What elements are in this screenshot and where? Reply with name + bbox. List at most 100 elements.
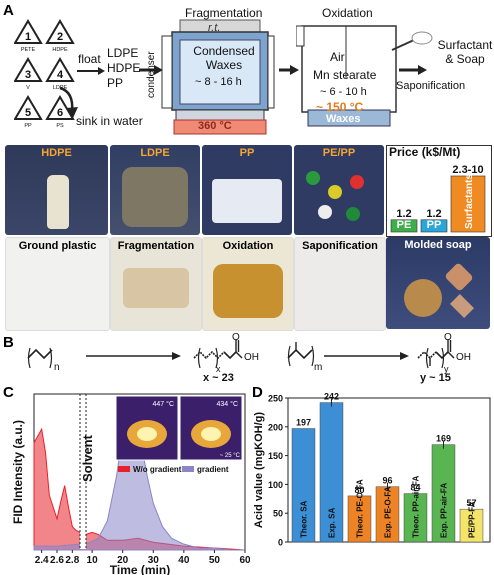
price-title: Price (k$/Mt) <box>389 145 461 159</box>
oh-group-2: OH <box>456 352 471 363</box>
air-label: Air <box>330 50 345 64</box>
photo-pe-pp-caption: PE/PP <box>322 147 356 159</box>
y-tick-label: 0 <box>278 538 283 548</box>
recycle-code-number: 4 <box>57 69 64 81</box>
recycle-code-name: HDPE <box>52 47 68 53</box>
x-equation: x ~ 23 <box>203 372 234 384</box>
y-tick-label: 150 <box>268 451 283 461</box>
frag-temp: 360 °C <box>198 120 232 132</box>
gc-chart: Solvent 2.4 2.6 2.8 10 20 30 40 50 60 Time (min) FI… <box>11 393 250 575</box>
o-atom-1: O <box>232 332 240 343</box>
waxes-label: Waxes <box>326 113 361 125</box>
float-item-pp: PP <box>107 76 124 90</box>
photo-oxidation: Oxidation <box>202 237 294 331</box>
recycle-code-name: V <box>26 85 30 91</box>
x-tick-label: 2.4 <box>35 555 49 566</box>
photo-molded-soap-caption: Molded soap <box>404 239 472 251</box>
y-tick-label: 200 <box>268 422 283 432</box>
float-items: LDPE HDPE PP <box>107 46 140 91</box>
x-tick-label: 2.8 <box>65 555 79 566</box>
photo-saponification-caption: Saponification <box>302 240 378 252</box>
photo-oxidation-caption: Oxidation <box>222 240 274 252</box>
recycle-code-number: 5 <box>25 107 31 119</box>
x-tick-label: 60 <box>239 555 250 566</box>
acid-bar <box>459 508 484 543</box>
price-bar <box>390 219 418 233</box>
price-name-label: PE <box>397 219 412 231</box>
y-tick-label: 100 <box>268 480 283 490</box>
price-bar <box>420 219 448 233</box>
oxidation-title: Oxidation <box>322 6 373 20</box>
reaction-scheme <box>27 340 455 369</box>
y-axis-label: FID Intensity (a.u.) <box>11 420 25 524</box>
sub-y: y <box>444 364 449 374</box>
surfactant-label: Surfactant & Soap <box>437 38 493 66</box>
acid-bar <box>347 495 372 543</box>
sub-m: m <box>314 362 323 373</box>
x-tick-label: 50 <box>209 555 221 566</box>
recycle-code-number: 3 <box>25 69 31 81</box>
price-name-label: PP <box>427 219 442 231</box>
recycle-code-name: PP <box>24 123 32 129</box>
legend-label: gradient <box>197 465 229 474</box>
sink-arrow-icon <box>59 86 78 118</box>
rt-label: r.t. <box>208 22 221 34</box>
photo-fragmentation-caption: Fragmentation <box>117 240 195 252</box>
acid-value-label: 80 <box>354 485 364 495</box>
condenser-label: condenser <box>146 51 157 98</box>
y-tick-label: 250 <box>268 394 283 404</box>
float-item-hdpe: HDPE <box>107 61 141 75</box>
recycle-triangle-icon <box>14 57 43 82</box>
acid-value-label: 242 <box>324 392 339 402</box>
recycle-triangle-icon <box>45 19 75 44</box>
oxidation-apparatus <box>296 25 433 127</box>
sub-x: x <box>216 364 221 374</box>
photo-hdpe: HDPE <box>5 145 108 235</box>
to-oxidation-arrow-icon <box>279 65 299 75</box>
acid-category-label: PE/PP-FA <box>467 501 476 538</box>
price-bar <box>450 175 486 233</box>
photo-ldpe-caption: LDPE <box>140 147 170 159</box>
to-fragmentation-arrow-icon <box>139 65 163 75</box>
photo-pp: PP <box>202 145 292 235</box>
inset-temp-label: 447 °C <box>153 400 174 408</box>
x-tick-label: 40 <box>178 555 190 566</box>
photo-ldpe: LDPE <box>110 145 200 235</box>
acid-category-label: Theor. PP-air-FA <box>411 476 420 538</box>
float-label: float <box>78 52 101 66</box>
x-tick-label: 10 <box>87 555 99 566</box>
recycle-code-number: 2 <box>57 31 63 43</box>
legend-swatch <box>118 466 130 472</box>
recycle-triangle-icon <box>45 57 75 82</box>
frag-time: ~ 8 - 16 h <box>195 76 242 88</box>
recycle-code-number: 1 <box>25 31 31 43</box>
acid-value-label: 169 <box>436 434 451 444</box>
y-tick-label: 50 <box>273 509 283 519</box>
ox-time: ~ 6 - 10 h <box>320 86 367 98</box>
acid-category-label: Exp. SA <box>327 508 336 538</box>
legend-swatch <box>182 466 194 472</box>
condensed-label: Condensed Waxes <box>193 44 255 72</box>
acid-value-label: 84 <box>410 483 420 493</box>
acid-category-label: Theor. SA <box>299 500 308 538</box>
fragmentation-title: Fragmentation <box>185 6 263 20</box>
x-tick-label: 2.6 <box>50 555 64 566</box>
acid-bar <box>291 428 316 543</box>
photo-molded-soap: Molded soap <box>386 237 490 329</box>
photo-pp-caption: PP <box>239 147 255 159</box>
thermal-hotspot-core <box>137 427 157 441</box>
panel-d-label: D <box>252 384 263 401</box>
solvent-label: Solvent <box>80 434 95 482</box>
sink-label: sink in water <box>76 114 143 128</box>
ox-temp: ~ 150 °C <box>316 100 364 114</box>
fragmentation-apparatus <box>161 19 275 135</box>
price-value-label: 1.2 <box>426 208 441 220</box>
x-tick-label: 20 <box>117 555 129 566</box>
saponification-label: Saponification <box>396 80 466 92</box>
acid-category-label: Exp. PE-O-FA <box>383 486 392 538</box>
recycle-code-name: PETE <box>21 47 36 53</box>
price-value-label: 2.3-10 <box>452 164 483 176</box>
sub-n: n <box>54 362 60 373</box>
